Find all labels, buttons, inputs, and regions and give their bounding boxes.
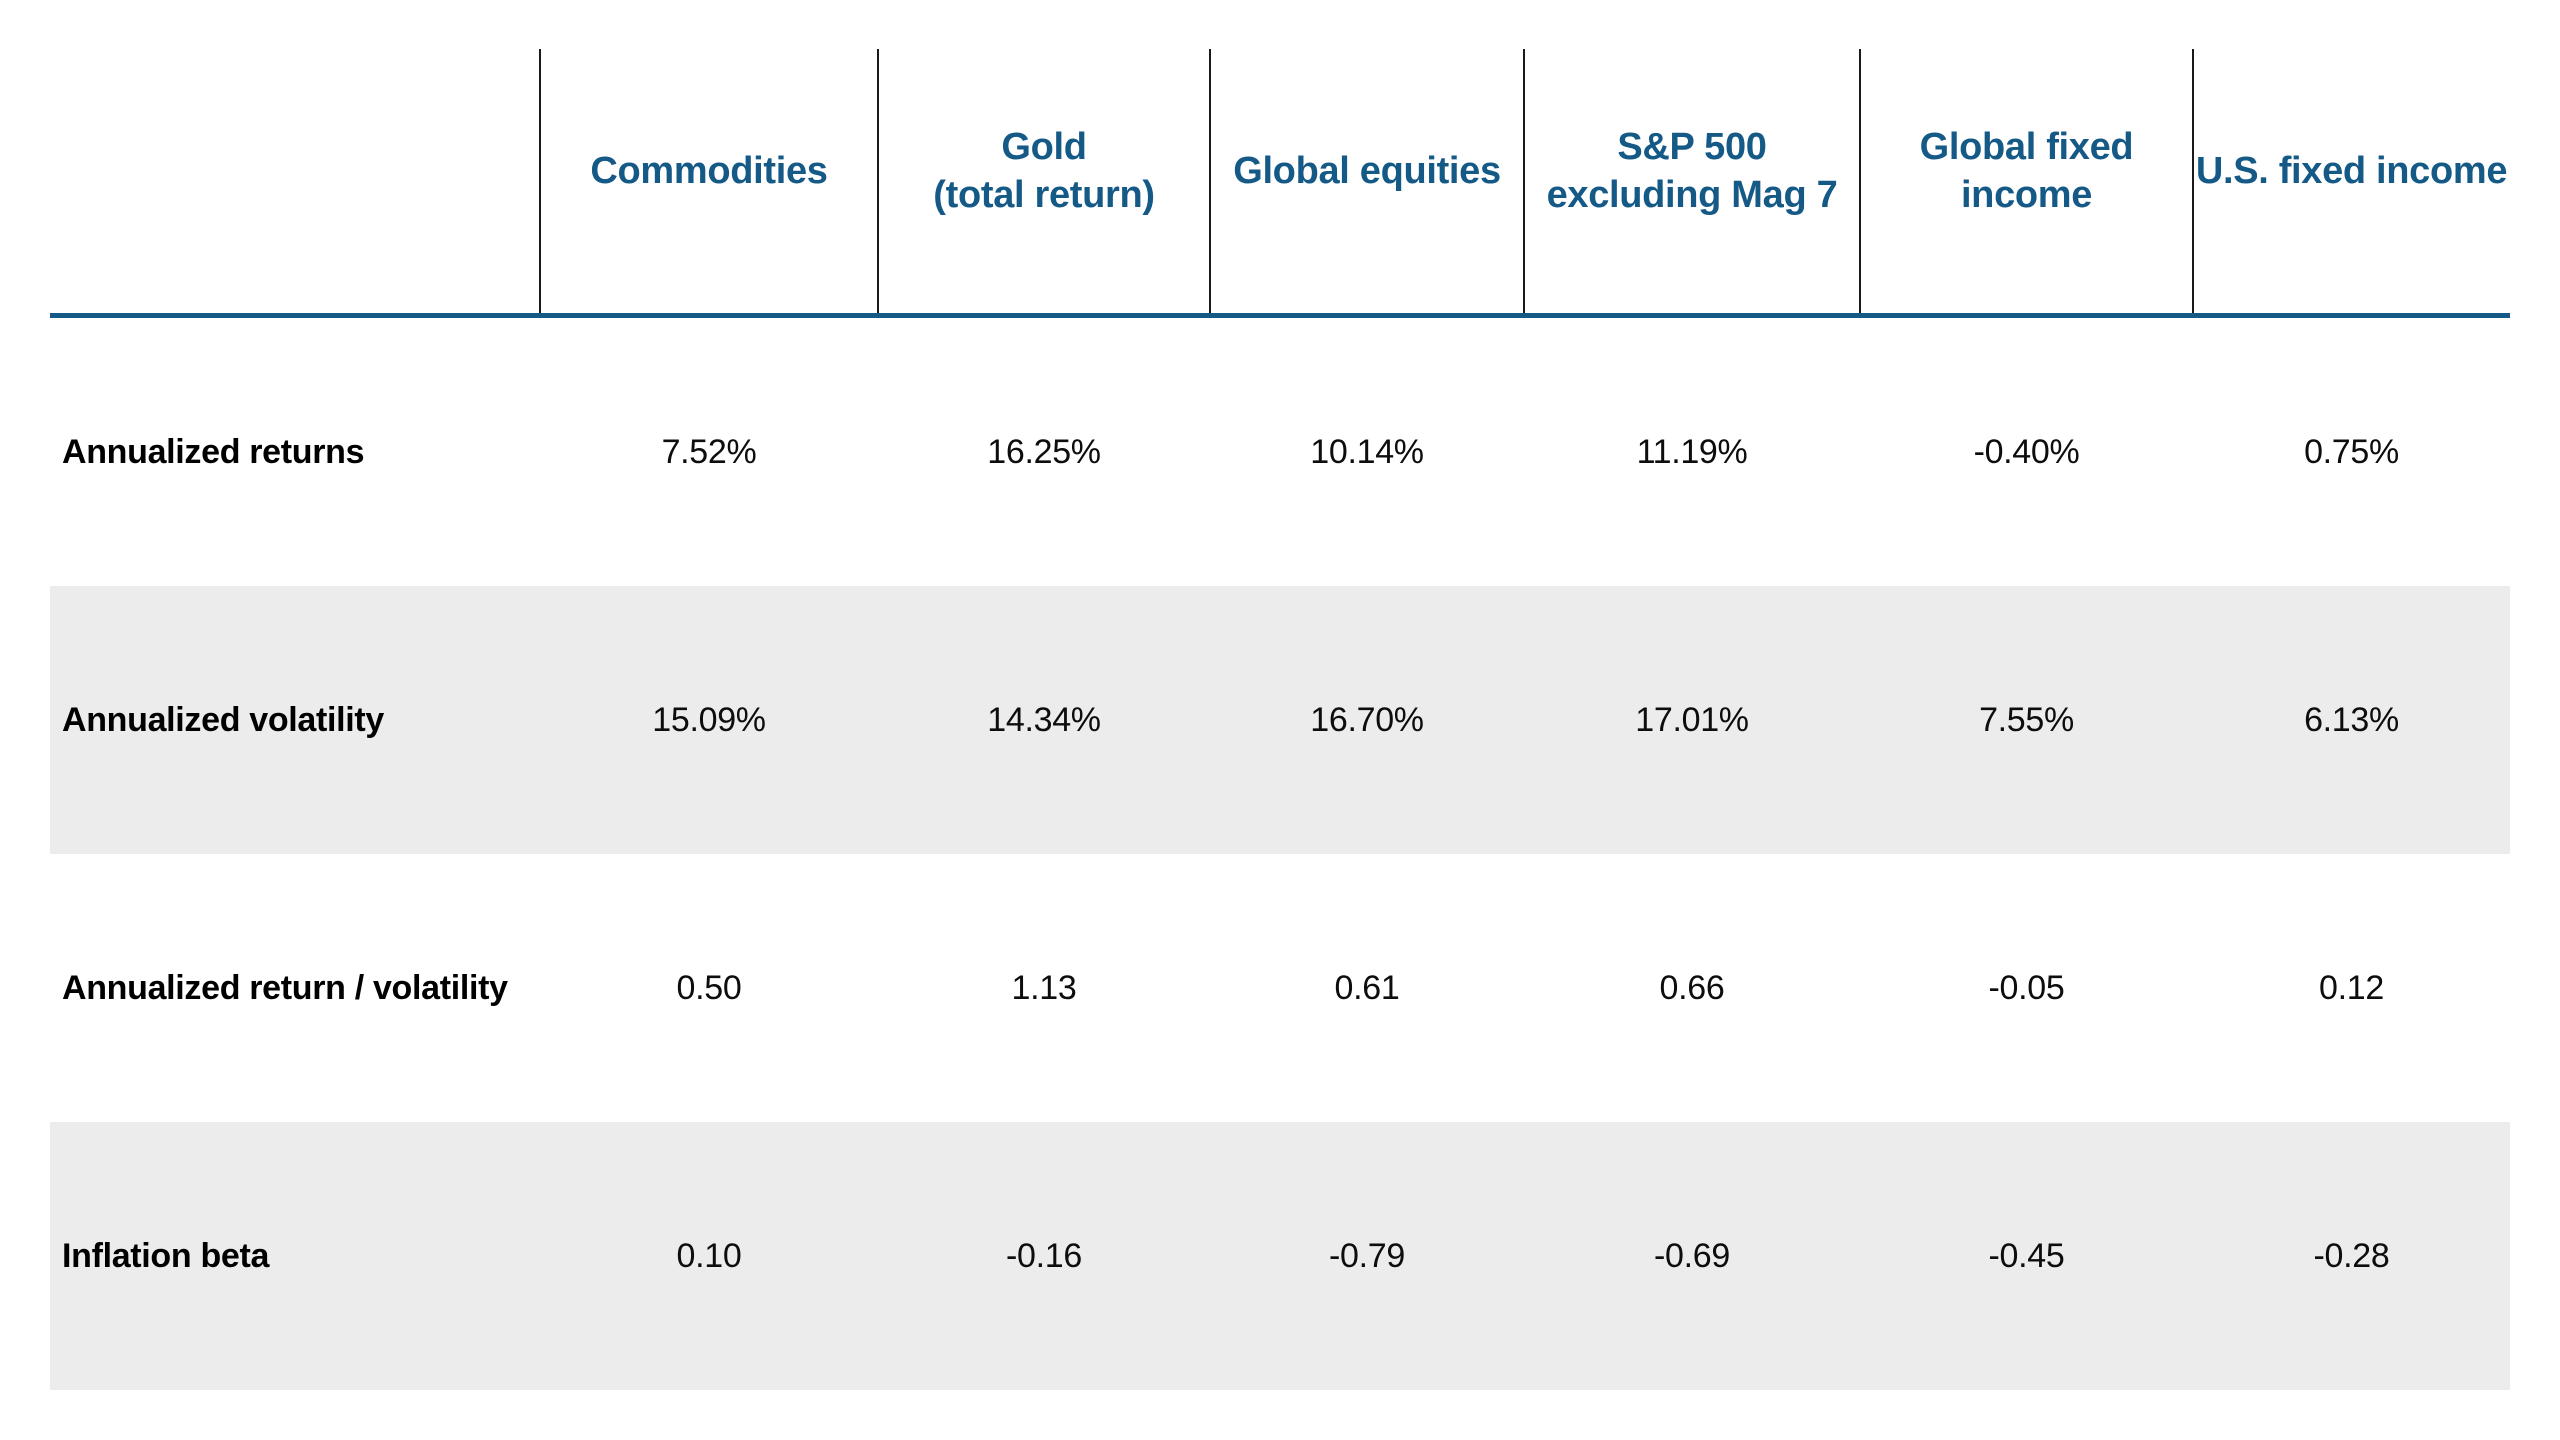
- asset-performance-table: Commodities Gold (total return) Global e…: [50, 30, 2510, 1390]
- table-cell: -0.45: [1988, 1236, 2065, 1275]
- table-cell: 0.61: [1334, 968, 1400, 1007]
- table-cell: 0.10: [676, 1236, 742, 1275]
- column-divider: [2192, 49, 2194, 313]
- column-divider: [1209, 49, 1211, 313]
- table-cell: 0.66: [1659, 968, 1725, 1007]
- table-cell: 10.14%: [1310, 432, 1424, 471]
- table-cell: 6.13%: [2304, 700, 2399, 739]
- table-cell: 11.19%: [1636, 432, 1748, 471]
- corner-cell: [50, 30, 540, 313]
- row-label: Inflation beta: [62, 1236, 270, 1275]
- column-header-label: excluding Mag 7: [1546, 173, 1838, 216]
- table-cell: 16.25%: [987, 432, 1101, 471]
- table-cell: 1.13: [1011, 968, 1077, 1007]
- table-row-annualized-return-volatility: Annualized return / volatility 0.50 1.13…: [50, 854, 2510, 1122]
- column-header-label: S&P 500: [1617, 125, 1767, 168]
- table-row-annualized-returns: Annualized returns 7.52% 16.25% 10.14% 1…: [50, 318, 2510, 586]
- table-cell: -0.69: [1654, 1236, 1730, 1275]
- table-cell: 7.52%: [661, 432, 757, 471]
- column-header-label: (total return): [933, 173, 1155, 216]
- column-header-commodities: Commodities: [539, 30, 878, 313]
- table-cell: -0.40%: [1973, 432, 2080, 471]
- column-header-label: income: [1960, 173, 2093, 216]
- column-header-label: U.S. fixed income: [2195, 149, 2508, 192]
- table-cell: -0.79: [1329, 1236, 1405, 1275]
- column-divider: [539, 49, 541, 313]
- table-header-row: Commodities Gold (total return) Global e…: [50, 30, 2510, 318]
- table-cell: -0.16: [1006, 1236, 1082, 1275]
- table-cell: 17.01%: [1635, 700, 1749, 739]
- column-header-global-equities: Global equities: [1209, 30, 1524, 313]
- table-cell: 0.50: [676, 968, 742, 1007]
- table-row-annualized-volatility: Annualized volatility 15.09% 14.34% 16.7…: [50, 586, 2510, 854]
- table-cell: -0.28: [2313, 1236, 2390, 1275]
- table-row-inflation-beta: Inflation beta 0.10 -0.16 -0.79 -0.69 -0…: [50, 1122, 2510, 1390]
- column-header-us-fixed-income: U.S. fixed income: [2192, 30, 2510, 313]
- table-cell: 0.75%: [2304, 432, 2399, 471]
- column-divider: [877, 49, 879, 313]
- column-divider: [1859, 49, 1861, 313]
- column-header-label: Global fixed: [1919, 125, 2134, 168]
- row-label: Annualized return / volatility: [62, 968, 508, 1007]
- column-header-sp500-excluding-mag7: S&P 500 excluding Mag 7: [1523, 30, 1860, 313]
- table-cell: 0.12: [2319, 968, 2384, 1007]
- column-divider: [1523, 49, 1525, 313]
- table-cell: 16.70%: [1310, 700, 1424, 739]
- table-cell: 14.34%: [987, 700, 1101, 739]
- row-label: Annualized returns: [62, 432, 365, 471]
- table-cell: -0.05: [1988, 968, 2065, 1007]
- column-header-global-fixed-income: Global fixed income: [1859, 30, 2193, 313]
- table-cell: 15.09%: [652, 700, 766, 739]
- column-header-label: Global equities: [1233, 149, 1501, 192]
- column-header-label: Gold: [1001, 125, 1087, 168]
- column-header-gold-total-return: Gold (total return): [877, 30, 1210, 313]
- column-header-label: Commodities: [590, 149, 828, 192]
- row-label: Annualized volatility: [62, 700, 384, 739]
- table-cell: 7.55%: [1979, 700, 2074, 739]
